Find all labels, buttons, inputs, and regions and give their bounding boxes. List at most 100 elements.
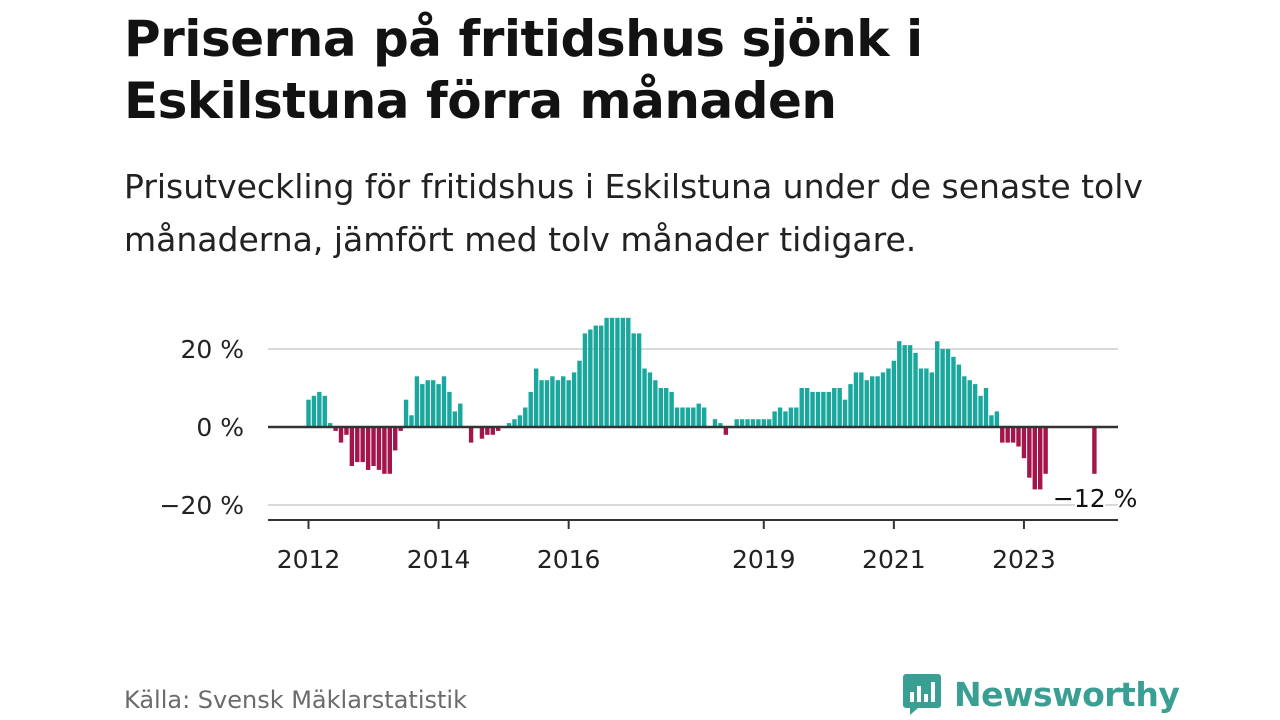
bar (414, 376, 420, 427)
bar (756, 419, 761, 427)
brand-name: Newsworthy (954, 674, 1180, 714)
bar (376, 427, 382, 470)
bar (338, 427, 344, 443)
bar (566, 380, 571, 427)
bar (620, 317, 626, 427)
bar (886, 368, 891, 427)
bar (588, 329, 593, 427)
bar (355, 427, 360, 463)
bar (880, 372, 886, 427)
bar (864, 380, 869, 427)
bar (1032, 427, 1037, 490)
bar (804, 388, 810, 427)
bar (691, 407, 696, 427)
bar (327, 423, 333, 427)
bar (1038, 427, 1043, 490)
bar (734, 419, 739, 427)
bar (479, 427, 485, 439)
bar (506, 423, 512, 427)
bar (723, 427, 729, 435)
bar (1016, 427, 1021, 447)
bar (609, 317, 615, 427)
bar (317, 391, 322, 427)
bar (696, 403, 701, 427)
y-tick-label: 20 % (180, 335, 244, 364)
bar (664, 388, 669, 427)
bar-chart-speech-bubble-icon (903, 674, 941, 715)
bar (951, 356, 956, 427)
bar (571, 372, 577, 427)
chart-title: Priserna på fritidshus sjönk i Eskilstun… (124, 10, 923, 130)
bar (821, 391, 826, 427)
tick-labels: 20 % 0 % −20 % 2012 2014 2016 2019 2021 2023 −12 … (160, 335, 1140, 574)
bar (512, 419, 517, 427)
source-note: Källa: Svensk Mäklarstatistik (124, 686, 467, 714)
bar (598, 325, 604, 427)
bar (430, 380, 436, 427)
bar (907, 345, 913, 427)
bar (962, 376, 967, 427)
y-tick-label: −20 % (160, 491, 244, 520)
bar (929, 372, 934, 427)
bar (750, 419, 756, 427)
bar (452, 411, 458, 427)
bar (783, 411, 788, 427)
bar (593, 325, 598, 427)
bar (1021, 427, 1027, 459)
bar (956, 364, 962, 427)
bar (777, 407, 783, 427)
bar (712, 419, 718, 427)
bar (398, 427, 403, 431)
bar (647, 372, 653, 427)
bar (555, 380, 561, 427)
bar (897, 341, 902, 427)
y-tick-label: 0 % (196, 413, 244, 442)
bar (848, 384, 853, 427)
bar (604, 317, 609, 427)
bar (989, 415, 994, 427)
bar (799, 388, 804, 427)
x-tick-label: 2021 (862, 545, 926, 574)
bars (306, 317, 1097, 490)
bar (528, 391, 533, 427)
bar (517, 415, 523, 427)
bar (1005, 427, 1010, 443)
bar (788, 407, 794, 427)
bar (978, 395, 983, 427)
bar (1000, 427, 1005, 443)
bar (582, 333, 588, 427)
bar (636, 333, 642, 427)
bar (718, 423, 723, 427)
bar (306, 399, 311, 427)
bar (669, 391, 674, 427)
annotation-label: −12 % (1053, 484, 1137, 513)
bar (859, 372, 864, 427)
bar (322, 395, 327, 427)
bar (767, 419, 772, 427)
bar (485, 427, 490, 435)
bar (945, 349, 951, 427)
bar (333, 427, 338, 431)
bar (371, 427, 376, 466)
x-tick-label: 2016 (537, 545, 601, 574)
x-tick-label: 2019 (732, 545, 796, 574)
bar (913, 352, 918, 427)
bar (815, 391, 821, 427)
bar (577, 360, 582, 427)
bar (425, 380, 430, 427)
bar (458, 403, 463, 427)
bar (832, 388, 837, 427)
grid-lines (268, 348, 1118, 506)
bar (365, 427, 371, 470)
bar (826, 391, 832, 427)
bar (891, 360, 897, 427)
x-tick-label: 2023 (992, 545, 1056, 574)
bar (902, 345, 907, 427)
bar (496, 427, 501, 431)
bar (918, 368, 924, 427)
bar (983, 388, 989, 427)
bar (403, 399, 409, 427)
bar (653, 380, 658, 427)
bar (972, 384, 978, 427)
